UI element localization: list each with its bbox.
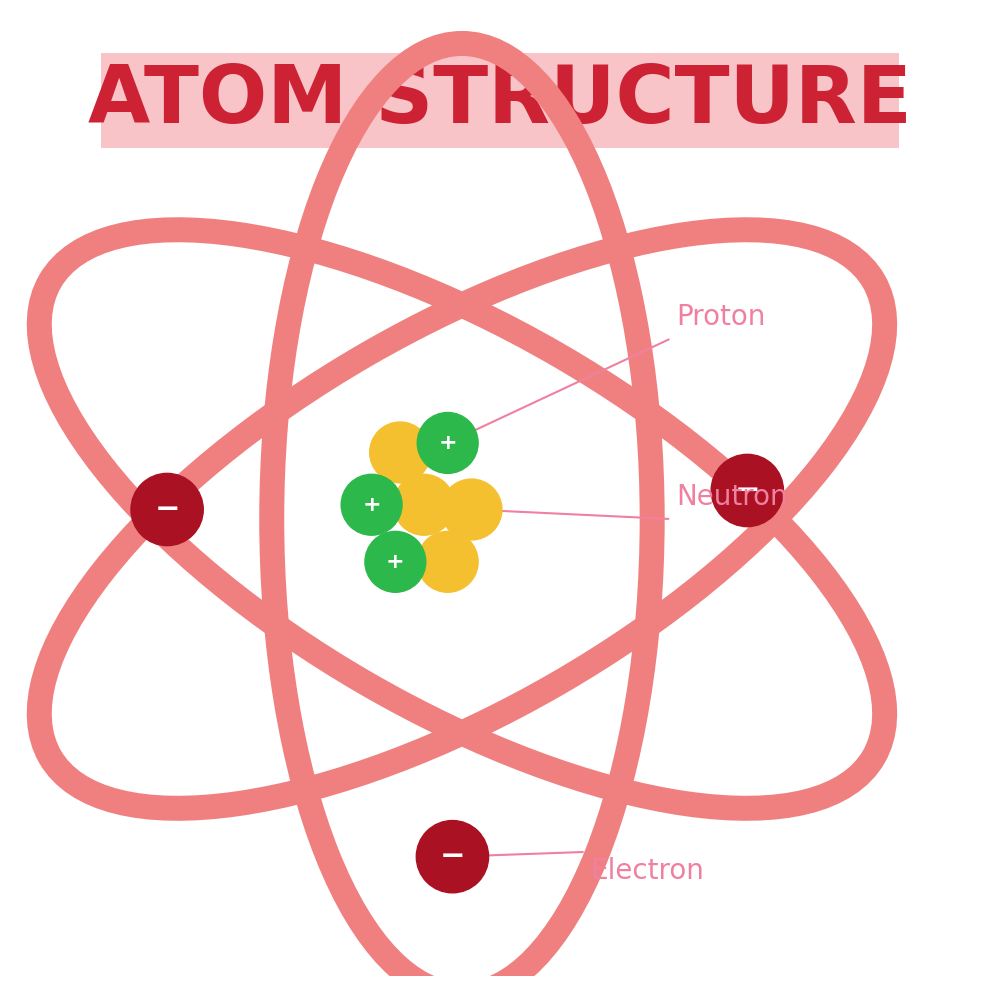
Circle shape <box>417 412 478 473</box>
Text: Neutron: Neutron <box>676 483 788 511</box>
Text: +: + <box>386 552 405 572</box>
Text: +: + <box>438 433 457 453</box>
Circle shape <box>441 479 502 540</box>
Text: Electron: Electron <box>590 857 704 885</box>
Text: −: − <box>735 476 760 505</box>
Circle shape <box>393 474 454 535</box>
Circle shape <box>711 454 783 527</box>
Circle shape <box>341 474 402 535</box>
Circle shape <box>417 531 478 592</box>
Text: −: − <box>154 495 180 524</box>
Bar <box>101 53 899 148</box>
Circle shape <box>370 422 431 483</box>
Text: Proton: Proton <box>676 303 765 331</box>
Text: −: − <box>440 842 465 871</box>
Circle shape <box>365 531 426 592</box>
Text: +: + <box>362 495 381 515</box>
Text: ATOM STRUCTURE: ATOM STRUCTURE <box>88 62 912 140</box>
Circle shape <box>416 821 489 893</box>
Circle shape <box>131 473 203 546</box>
